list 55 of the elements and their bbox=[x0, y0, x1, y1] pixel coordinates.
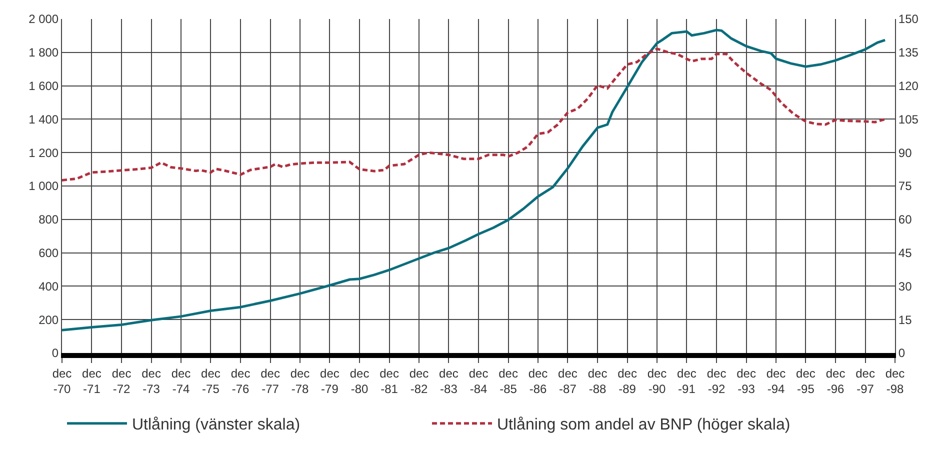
x-tick-label: dec -72 bbox=[112, 366, 132, 396]
y-tick-label: 200 bbox=[38, 312, 59, 327]
x-tick-label: dec -96 bbox=[826, 366, 846, 396]
y2-tick-label: 45 bbox=[898, 246, 912, 260]
x-tick-label: dec -89 bbox=[618, 366, 637, 396]
x-tick-label: dec -76 bbox=[230, 366, 250, 396]
line-series bbox=[62, 28, 886, 332]
y-tick-label: 0 bbox=[52, 346, 59, 360]
x-tick-label: dec -71 bbox=[82, 366, 102, 396]
y2-tick-label: 90 bbox=[898, 146, 912, 160]
y2-tick-label: 75 bbox=[898, 179, 912, 194]
y-tick-label: 1 000 bbox=[28, 179, 59, 194]
legend-label: Utlåning (vänster skala) bbox=[132, 416, 300, 434]
x-tick-label: dec -78 bbox=[290, 366, 310, 396]
x-tick-label: dec -73 bbox=[142, 366, 161, 396]
x-tick-label: dec -95 bbox=[796, 366, 816, 396]
y-tick-label: 1 800 bbox=[28, 46, 59, 60]
y-tick-label: 800 bbox=[38, 212, 59, 227]
y-tick-label: 1 600 bbox=[28, 79, 59, 93]
y-tick-label: 600 bbox=[38, 246, 59, 260]
y2-tick-label: 135 bbox=[898, 46, 919, 60]
x-tick-label: dec -83 bbox=[439, 366, 458, 396]
x-tick-label: dec -88 bbox=[588, 366, 608, 396]
x-tick-label: dec -87 bbox=[558, 366, 578, 396]
y-tick-label: 1 200 bbox=[28, 146, 59, 160]
y-tick-label: 400 bbox=[38, 279, 59, 294]
x-tick-label: dec -77 bbox=[260, 366, 280, 396]
x-tick-label: dec -82 bbox=[409, 366, 429, 396]
line-series bbox=[62, 48, 886, 182]
x-tick-label: dec -86 bbox=[528, 366, 548, 396]
x-tick-label: dec -85 bbox=[498, 366, 518, 396]
y2-tick-label: 150 bbox=[898, 12, 919, 26]
y2-tick-label: 30 bbox=[898, 279, 912, 294]
x-tick-label: dec -92 bbox=[706, 366, 726, 396]
x-tick-label: dec -98 bbox=[885, 366, 905, 396]
legend-label: Utlåning som andel av BNP (höger skala) bbox=[497, 416, 790, 434]
x-tick-label: dec -91 bbox=[677, 366, 696, 396]
x-tick-label: dec -70 bbox=[52, 366, 72, 396]
x-tick-label: dec -94 bbox=[766, 366, 786, 396]
y2-tick-label: 0 bbox=[898, 346, 906, 360]
x-tick-label: dec -80 bbox=[350, 366, 370, 396]
x-tick-label: dec -79 bbox=[320, 366, 340, 396]
y-tick-label: 1 400 bbox=[28, 112, 59, 126]
x-tick-label: dec -84 bbox=[468, 366, 488, 396]
x-tick-label: dec -81 bbox=[380, 366, 399, 396]
x-tick-label: dec -74 bbox=[171, 366, 191, 396]
x-tick-label: dec -75 bbox=[201, 366, 220, 396]
x-tick-label: dec -93 bbox=[736, 366, 756, 396]
y2-tick-label: 15 bbox=[898, 312, 912, 327]
y2-tick-label: 60 bbox=[898, 212, 912, 227]
x-tick-label: dec -90 bbox=[647, 366, 667, 396]
x-tick-label: dec -97 bbox=[856, 366, 875, 396]
y2-tick-label: 120 bbox=[898, 79, 919, 93]
y-tick-label: 2 000 bbox=[28, 12, 59, 26]
y2-tick-label: 105 bbox=[898, 112, 919, 126]
